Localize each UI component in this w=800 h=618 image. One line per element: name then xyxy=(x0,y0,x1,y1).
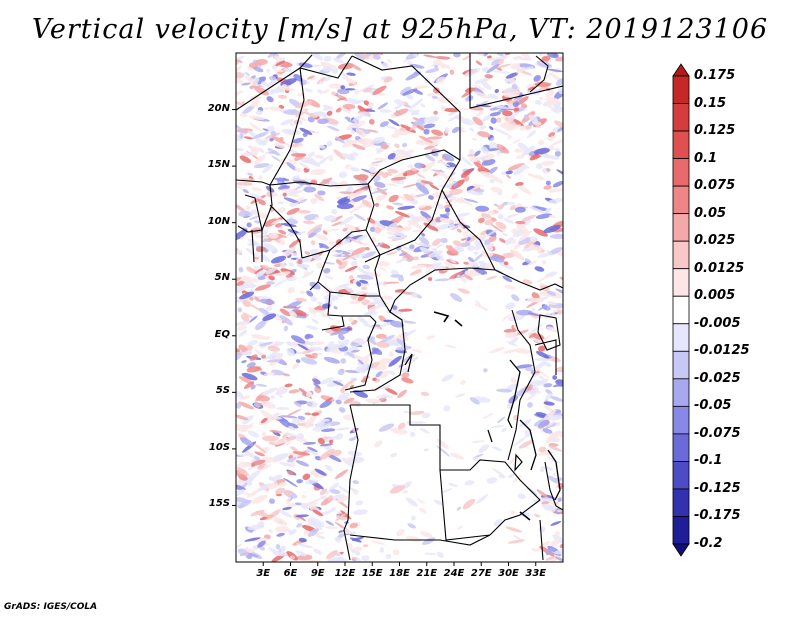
colorbar-swatch xyxy=(672,516,690,545)
lat-label: 5S xyxy=(215,385,230,397)
lon-label: 27E xyxy=(470,568,492,579)
lon-label: 18E xyxy=(389,568,410,579)
colorbar-label: -0.2 xyxy=(694,536,723,551)
colorbar-label: 0.1 xyxy=(694,150,718,166)
colorbar-swatch xyxy=(672,75,690,104)
grads-credit: GrADS: IGES/COLA xyxy=(4,602,98,612)
colorbar-swatch xyxy=(672,488,690,517)
lon-label: 33E xyxy=(525,568,547,579)
lon-label: 15E xyxy=(361,568,383,579)
lat-label: 20N xyxy=(207,102,230,114)
colorbar-swatch xyxy=(672,405,690,435)
colorbar-swatch xyxy=(672,543,690,557)
colorbar-label: -0.075 xyxy=(694,425,741,441)
colorbar-label: -0.05 xyxy=(694,398,732,414)
colorbar-label: -0.175 xyxy=(694,508,741,524)
colorbar-label: 0.005 xyxy=(694,288,736,304)
colorbar-label: 0.125 xyxy=(694,123,736,139)
colorbar-swatch xyxy=(672,213,690,242)
colorbar-swatch xyxy=(672,158,690,187)
country-borders xyxy=(236,53,563,561)
lon-label: 21E xyxy=(416,568,438,579)
colorbar-swatch xyxy=(672,461,690,490)
lat-label: 15S xyxy=(208,498,230,510)
colorbar-swatch xyxy=(672,323,690,352)
lon-label: 9E xyxy=(310,568,325,579)
lat-label: 10S xyxy=(208,441,230,453)
vertical-velocity-field xyxy=(236,53,563,562)
map-title: Vertical velocity [m/s] at 925hPa, VT: 2… xyxy=(31,14,769,45)
colorbar-swatch xyxy=(672,350,690,380)
colorbar-swatch xyxy=(672,130,690,159)
lat-label: 10N xyxy=(207,215,230,227)
lon-label: 6E xyxy=(283,568,298,579)
colorbar-label: 0.075 xyxy=(694,178,736,194)
lon-label: 30E xyxy=(498,568,519,579)
lon-label: 3E xyxy=(256,568,271,579)
lat-label: EQ xyxy=(214,328,230,340)
colorbar-swatch xyxy=(672,295,690,325)
colorbar-label: -0.1 xyxy=(694,453,723,469)
colorbar-label: 0.0125 xyxy=(694,260,745,276)
axis-ticks xyxy=(232,109,537,566)
colorbar-label: -0.125 xyxy=(694,480,741,496)
colorbar-swatch xyxy=(672,63,690,77)
colorbar-label: 0.175 xyxy=(694,68,736,83)
colorbar-swatch xyxy=(672,240,690,270)
colorbar-swatch xyxy=(672,268,690,297)
lon-label: 24E xyxy=(443,568,465,579)
colorbar-swatch xyxy=(672,185,690,215)
colorbar-label: -0.025 xyxy=(694,370,741,386)
lat-label: 5N xyxy=(214,272,230,284)
colorbar-label: -0.0125 xyxy=(694,343,750,359)
colorbar-label: 0.025 xyxy=(694,233,736,249)
colorbar-label: 0.05 xyxy=(694,205,727,221)
colorbar-swatch xyxy=(672,378,690,407)
colorbar-swatch xyxy=(672,103,690,132)
colorbar-swatch xyxy=(672,433,690,462)
colorbar-label: 0.15 xyxy=(694,95,727,111)
lat-label: 15N xyxy=(207,159,230,171)
colorbar xyxy=(672,63,690,557)
lon-label: 12E xyxy=(334,568,356,579)
colorbar-label: -0.005 xyxy=(694,315,741,331)
